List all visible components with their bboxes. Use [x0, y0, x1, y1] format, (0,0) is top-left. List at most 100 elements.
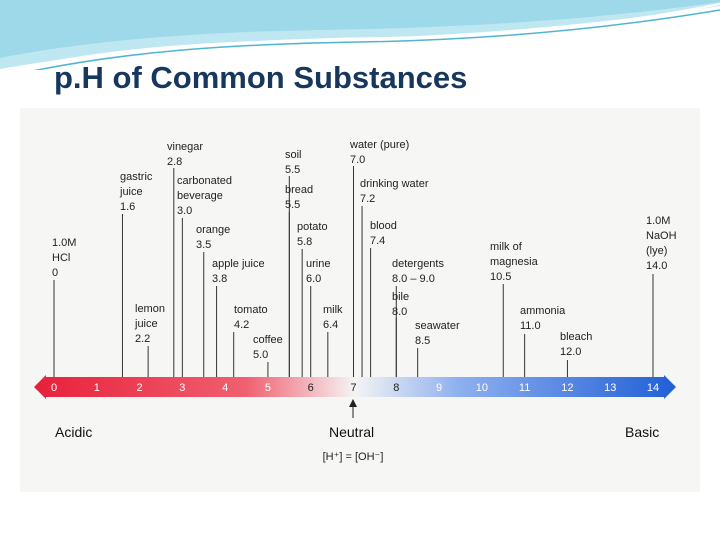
substance-leader-lines	[53, 166, 654, 377]
header-wave-banner	[0, 0, 720, 70]
substance-label: drinking water 7.2	[360, 178, 429, 205]
substance-label-line: blood	[370, 220, 397, 232]
scale-tick-label: 9	[436, 382, 442, 394]
substance-label-line: 2.8	[167, 156, 182, 168]
substance-label-line: 5.5	[285, 164, 300, 176]
substance-label-line: 3.8	[212, 273, 227, 285]
substance-label-line: carbonated	[177, 175, 232, 187]
ph-scale-bar	[34, 375, 676, 399]
substance-label: water (pure) 7.0	[349, 139, 409, 166]
substance-label-line: 1.0M	[646, 215, 670, 227]
substance-labels: 1.0M HCl 0 gastric juice 1.6 lemon juice 2.2 vine…	[52, 139, 677, 361]
substance-label-line: 12.0	[560, 346, 581, 358]
substance-label-line: 4.2	[234, 319, 249, 331]
substance-label-line: soil	[285, 149, 302, 161]
substance-label: vinegar 2.8	[167, 141, 203, 168]
substance-label-line: ammonia	[520, 305, 566, 317]
substance-label: lemon juice 2.2	[134, 303, 165, 345]
substance-label: detergents 8.0 – 9.0	[392, 258, 444, 285]
substance-label: potato 5.8	[297, 221, 328, 248]
substance-label-line: 2.2	[135, 333, 150, 345]
substance-label-line: 0	[52, 267, 58, 279]
substance-label: 1.0M HCl 0	[52, 237, 76, 279]
acidic-label: Acidic	[55, 424, 93, 440]
substance-label-line: 11.0	[520, 320, 541, 332]
substance-label-line: gastric	[120, 171, 153, 183]
substance-label: 1.0M NaOH (lye) 14.0	[646, 215, 677, 272]
substance-label-line: 8.0	[392, 306, 407, 318]
substance-label-line: 14.0	[646, 260, 667, 272]
substance-label-line: tomato	[234, 304, 268, 316]
substance-label-line: bleach	[560, 331, 592, 343]
substance-label-line: NaOH	[646, 230, 677, 242]
substance-label-line: drinking water	[360, 178, 429, 190]
substance-label-line: juice	[119, 186, 143, 198]
substance-label: tomato 4.2	[234, 304, 268, 331]
substance-label: seawater 8.5	[415, 320, 460, 347]
neutral-formula: [H⁺] = [OH⁻]	[323, 451, 384, 463]
substance-label-line: milk of	[490, 241, 523, 253]
scale-tick-label: 1	[94, 382, 100, 394]
substance-label: soil 5.5	[285, 149, 302, 176]
substance-label-line: 6.4	[323, 319, 338, 331]
substance-label-line: potato	[297, 221, 328, 233]
substance-label-line: milk	[323, 304, 343, 316]
neutral-arrow-icon	[349, 399, 357, 418]
scale-tick-labels: 0 1 2 3 4 5 6 7 8 9 10 11 12 13 14	[51, 382, 659, 394]
substance-label-line: 8.0 – 9.0	[392, 273, 435, 285]
substance-label-line: bread	[285, 184, 313, 196]
substance-label-line: vinegar	[167, 141, 203, 153]
substance-label-line: 5.8	[297, 236, 312, 248]
substance-label-line: apple juice	[212, 258, 265, 270]
substance-label-line: 7.0	[350, 154, 365, 166]
substance-label-line: lemon	[135, 303, 165, 315]
substance-label: blood 7.4	[370, 220, 397, 247]
scale-tick-label: 6	[308, 382, 314, 394]
substance-label-line: 10.5	[490, 271, 511, 283]
substance-label-line: water (pure)	[349, 139, 409, 151]
substance-label: bile 8.0	[392, 291, 409, 318]
substance-label-line: orange	[196, 224, 230, 236]
basic-label: Basic	[625, 424, 660, 440]
substance-label-line: beverage	[177, 190, 223, 202]
substance-label-line: 3.0	[177, 205, 192, 217]
substance-label: apple juice 3.8	[212, 258, 265, 285]
scale-tick-label: 2	[137, 382, 143, 394]
scale-tick-label: 12	[561, 382, 573, 394]
neutral-label: Neutral	[329, 424, 375, 440]
substance-label-line: 1.0M	[52, 237, 76, 249]
substance-label-line: 7.4	[370, 235, 385, 247]
substance-label: orange 3.5	[196, 224, 230, 251]
diagram-panel	[20, 108, 700, 492]
page-title: p.H of Common Substances	[54, 60, 468, 95]
substance-label-line: 1.6	[120, 201, 135, 213]
scale-tick-label: 11	[519, 382, 530, 394]
substance-label-line: 8.5	[415, 335, 430, 347]
substance-label: urine 6.0	[306, 258, 330, 285]
substance-label-line: (lye)	[646, 245, 667, 257]
substance-label-line: HCl	[52, 252, 70, 264]
scale-tick-label: 3	[179, 382, 185, 394]
scale-tick-label: 0	[51, 382, 57, 394]
substance-label-line: bile	[392, 291, 409, 303]
scale-tick-label: 5	[265, 382, 271, 394]
substance-label: bread 5.5	[285, 184, 313, 211]
substance-label-line: 3.5	[196, 239, 211, 251]
scale-tick-label: 14	[647, 382, 659, 394]
substance-label: coffee 5.0	[253, 334, 283, 361]
substance-label-line: 5.5	[285, 199, 300, 211]
substance-label-line: magnesia	[490, 256, 539, 268]
ph-gradient-bar	[34, 375, 676, 399]
substance-label-line: coffee	[253, 334, 283, 346]
substance-label-line: 7.2	[360, 193, 375, 205]
scale-tick-label: 7	[350, 382, 356, 394]
substance-label: carbonated beverage 3.0	[177, 175, 232, 217]
substance-label: gastric juice 1.6	[119, 171, 153, 213]
scale-tick-label: 10	[476, 382, 488, 394]
substance-label: ammonia 11.0	[520, 305, 566, 332]
substance-label: milk 6.4	[323, 304, 343, 331]
scale-tick-label: 4	[222, 382, 228, 394]
substance-label-line: detergents	[392, 258, 444, 270]
scale-tick-label: 13	[604, 382, 616, 394]
